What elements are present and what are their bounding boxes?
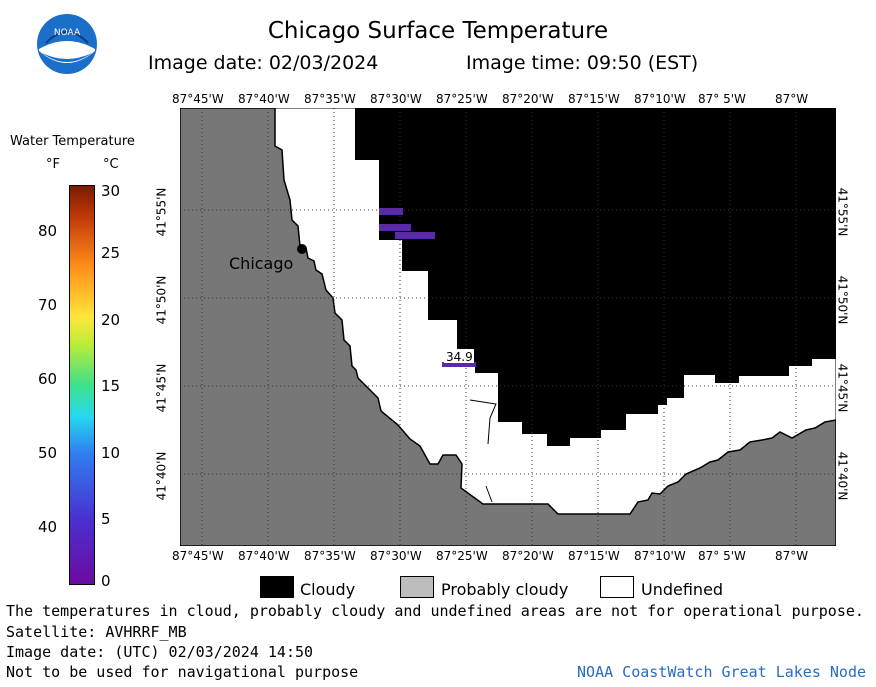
lon-label-top: 87°25'W bbox=[436, 92, 488, 106]
lon-label-top: 87°10'W bbox=[634, 92, 686, 106]
temperature-pixel bbox=[442, 362, 476, 367]
tick-f-50: 50 bbox=[38, 444, 58, 462]
lon-label-top: 87°40'W bbox=[238, 92, 290, 106]
river-line bbox=[469, 399, 497, 445]
lon-label-bottom: 87°45'W bbox=[172, 549, 224, 563]
footer-utc-date: Image date: (UTC) 02/03/2024 14:50 bbox=[6, 643, 314, 661]
lon-label-bottom: 87°35'W bbox=[304, 549, 356, 563]
footer-credit: NOAA CoastWatch Great Lakes Node bbox=[577, 663, 866, 681]
tick-c-15: 15 bbox=[101, 377, 121, 395]
cloud-area bbox=[355, 108, 836, 446]
legend-swatch-probably-cloudy bbox=[400, 576, 434, 598]
chicago-marker bbox=[297, 244, 307, 254]
lon-label-top: 87°20'W bbox=[502, 92, 554, 106]
lon-label-bottom: 87°W bbox=[775, 549, 809, 563]
land-area bbox=[180, 108, 836, 546]
image-time: Image time: 09:50 (EST) bbox=[466, 52, 699, 74]
footer-disclaimer: The temperatures in cloud, probably clou… bbox=[6, 602, 864, 620]
tick-c-30: 30 bbox=[101, 182, 121, 200]
chart-title: Chicago Surface Temperature bbox=[267, 18, 609, 44]
lat-label-right: 41°45'N bbox=[835, 363, 850, 413]
lon-label-top: 87°W bbox=[775, 92, 809, 106]
footer-navigation-warning: Not to be used for navigational purpose bbox=[6, 663, 359, 681]
lat-label-left: 41°45'N bbox=[154, 363, 169, 413]
lon-label-top: 87°45'W bbox=[172, 92, 224, 106]
lat-label-right: 41°40'N bbox=[835, 451, 850, 501]
legend-label-cloudy: Cloudy bbox=[300, 580, 356, 599]
river-line bbox=[485, 485, 493, 503]
lon-label-bottom: 87° 5'W bbox=[698, 549, 746, 563]
noaa-logo-icon: NOAA bbox=[37, 14, 97, 74]
tick-f-70: 70 bbox=[38, 296, 58, 314]
unit-celsius: °C bbox=[103, 157, 119, 172]
lon-label-top: 87°30'W bbox=[370, 92, 422, 106]
tick-c-0: 0 bbox=[101, 572, 111, 590]
lat-label-right: 41°50'N bbox=[835, 275, 850, 325]
legend-label-probably-cloudy: Probably cloudy bbox=[441, 580, 569, 599]
temp-annotation-box bbox=[444, 349, 474, 363]
tick-c-25: 25 bbox=[101, 244, 121, 262]
tick-f-80: 80 bbox=[38, 222, 58, 240]
lat-label-left: 41°40'N bbox=[154, 451, 169, 501]
lat-label-left: 41°55'N bbox=[154, 187, 169, 237]
logo-text: NOAA bbox=[54, 28, 81, 38]
lon-label-bottom: 87°20'W bbox=[502, 549, 554, 563]
temp-annotation: 34.9 bbox=[446, 350, 473, 364]
lon-label-top: 87° 5'W bbox=[698, 92, 746, 106]
image-date: Image date: 02/03/2024 bbox=[148, 52, 379, 74]
legend-swatch-undefined bbox=[600, 576, 634, 598]
tick-c-5: 5 bbox=[101, 510, 111, 528]
lon-label-top: 87°35'W bbox=[304, 92, 356, 106]
temperature-pixel bbox=[379, 224, 411, 231]
temperature-pixel bbox=[379, 208, 403, 215]
tick-f-40: 40 bbox=[38, 518, 58, 536]
temperature-pixel bbox=[395, 232, 435, 239]
tick-c-10: 10 bbox=[101, 444, 121, 462]
lon-label-bottom: 87°15'W bbox=[568, 549, 620, 563]
lon-label-bottom: 87°10'W bbox=[634, 549, 686, 563]
chicago-label: Chicago bbox=[229, 254, 293, 273]
footer-satellite: Satellite: AVHRRF_MB bbox=[6, 623, 187, 641]
lon-label-top: 87°15'W bbox=[568, 92, 620, 106]
tick-c-20: 20 bbox=[101, 311, 121, 329]
lon-label-bottom: 87°30'W bbox=[370, 549, 422, 563]
graticule bbox=[180, 108, 836, 546]
map-panel: Chicago 34.9 bbox=[180, 108, 836, 546]
tick-f-60: 60 bbox=[38, 370, 58, 388]
unit-fahrenheit: °F bbox=[46, 157, 60, 172]
legend-label-undefined: Undefined bbox=[641, 580, 724, 599]
temperature-colorbar bbox=[69, 185, 95, 585]
legend-swatch-cloudy bbox=[260, 576, 294, 598]
lat-label-left: 41°50'N bbox=[154, 275, 169, 325]
lon-label-bottom: 87°25'W bbox=[436, 549, 488, 563]
lon-label-bottom: 87°40'W bbox=[238, 549, 290, 563]
colorbar-title: Water Temperature bbox=[10, 134, 135, 149]
lat-label-right: 41°55'N bbox=[835, 187, 850, 237]
